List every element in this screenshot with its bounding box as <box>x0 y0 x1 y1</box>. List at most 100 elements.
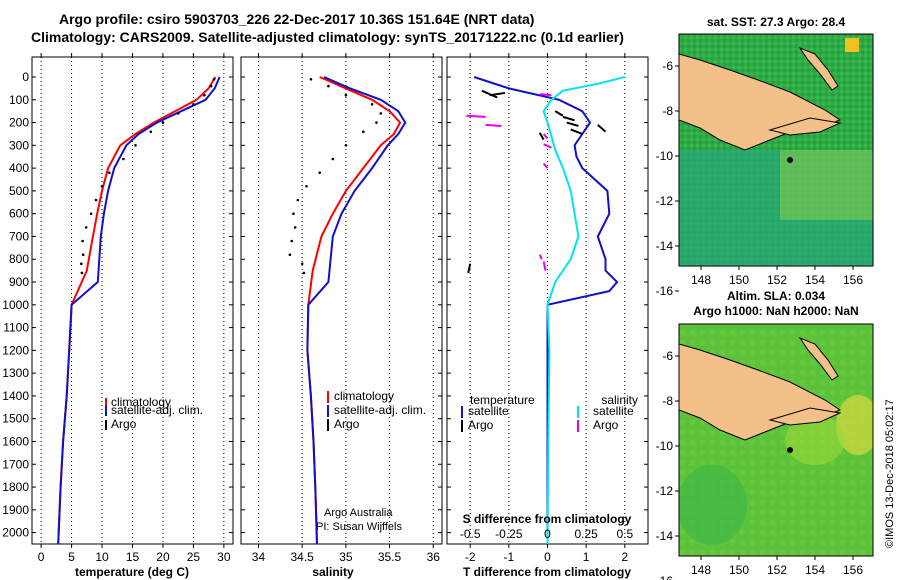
series-satellite-adj-clim- <box>306 76 407 545</box>
sst-map-title: sat. SST: 27.3 Argo: 28.4 <box>707 15 846 29</box>
s-tick-label: 0.25 <box>574 527 598 541</box>
land-new-britain <box>798 336 839 381</box>
map-y-tick-label: -16 <box>656 284 674 298</box>
argo-segment <box>570 128 583 135</box>
argo-segment <box>467 263 472 274</box>
legend-temperature-title: temperature <box>470 393 535 407</box>
legend-argo: Argo <box>334 417 360 431</box>
x-tick-label: 35.5 <box>378 550 402 564</box>
argo-point <box>149 130 153 133</box>
temperature-xlabel: temperature (deg C) <box>75 565 189 579</box>
depth-tick-label: 1800 <box>2 480 29 494</box>
s-tick-label: 0 <box>544 527 551 541</box>
argo-point <box>318 171 322 174</box>
argo-point <box>81 253 85 256</box>
depth-tick-label: 1400 <box>2 389 29 403</box>
argo-point <box>300 262 304 266</box>
argo-position-marker <box>787 157 793 163</box>
series-s-satellite <box>542 76 626 545</box>
depth-tick-label: 1900 <box>2 503 29 517</box>
map-y-tick-label: -8 <box>662 394 673 408</box>
depth-tick-label: 700 <box>9 229 29 243</box>
argo-point <box>84 226 88 229</box>
x-tick-label: -2 <box>465 550 476 564</box>
x-tick-label: -1 <box>504 550 515 564</box>
depth-tick-label: 300 <box>9 138 29 152</box>
figure-title-line2: Climatology: CARS2009. Satellite-adjuste… <box>31 29 624 45</box>
argo-point <box>370 103 374 106</box>
argo-point <box>80 262 83 266</box>
depth-tick-label: 200 <box>9 116 29 130</box>
x-tick-label: 34 <box>252 550 266 564</box>
s-difference-ticks: -0.5 -0.25 0 0.25 0.5 <box>460 527 634 541</box>
depth-tick-label: 0 <box>22 70 29 84</box>
temperature-legend: climatology satellite-adj. clim. Argo <box>105 395 203 431</box>
s-difference-label: S difference from climatology <box>463 512 632 526</box>
x-tick-label: 5 <box>68 550 75 564</box>
depth-tick-label: 800 <box>9 252 29 266</box>
depth-tick-label: 2000 <box>2 526 29 540</box>
map-y-tick-label: -10 <box>656 439 674 453</box>
argo-point <box>344 144 348 147</box>
map-x-tick-label: 156 <box>843 273 863 287</box>
argo-point <box>302 271 306 275</box>
argo-segment <box>597 124 607 133</box>
argo-point <box>375 121 378 124</box>
sst-map-frame <box>678 33 874 267</box>
sla-map-title-line2: Argo h1000: NaN h2000: NaN <box>693 304 858 318</box>
legend-climatology: climatology <box>334 389 394 403</box>
x-tick-label: 0 <box>544 550 551 564</box>
map-x-tick-label: 154 <box>805 563 825 577</box>
sla-map: Altim. SLA: 0.034 Argo h1000: NaN h2000:… <box>656 289 874 580</box>
argo-point <box>292 212 295 215</box>
argo-segment <box>566 121 579 127</box>
salinity-xlabel: salinity <box>312 565 354 579</box>
difference-legend: temperature satellite Argo salinity sate… <box>461 393 638 432</box>
depth-tick-label: 1300 <box>2 366 29 380</box>
argo-segment <box>539 93 552 97</box>
x-tick-label: 1 <box>583 550 590 564</box>
argo-point <box>209 84 213 88</box>
argo-point <box>305 185 308 188</box>
series-climatology <box>57 76 217 545</box>
sla-mid-anomaly <box>785 415 845 465</box>
map-x-tick-label: 152 <box>767 563 787 577</box>
sla-map-frame <box>678 323 874 557</box>
depth-tick-label: 500 <box>9 184 29 198</box>
argo-segment <box>554 110 564 117</box>
argo-point <box>161 121 165 124</box>
map-y-tick-label: -12 <box>656 194 674 208</box>
x-tick-label: 25 <box>187 550 201 564</box>
argo-point <box>327 84 330 88</box>
argo-point <box>176 112 180 115</box>
argo-point <box>362 130 365 133</box>
sst-warm-patch <box>780 150 873 220</box>
depth-tick-label: 1700 <box>2 457 29 471</box>
argo-point <box>81 239 84 243</box>
depth-axis: 0 100 200 300 400 500 600 700 800 900 1000 1100 1200… <box>2 70 29 540</box>
argo-point <box>290 239 294 243</box>
argo-segment <box>562 115 575 122</box>
map-y-tick-label: -10 <box>656 149 674 163</box>
depth-tick-label: 400 <box>9 161 29 175</box>
argo-point <box>203 93 206 97</box>
x-tick-label: 30 <box>217 550 231 564</box>
sla-low-anomaly <box>679 465 747 545</box>
depth-tick-label: 900 <box>9 275 29 289</box>
argo-point <box>296 198 300 202</box>
depth-tick-label: 1100 <box>3 321 29 335</box>
legend-t-argo: Argo <box>468 418 494 432</box>
depth-tick-label: 1600 <box>2 434 29 448</box>
sla-high-anomaly <box>836 395 873 455</box>
annotation-pi: PI: Susan Wijffels <box>316 521 402 533</box>
argo-segment <box>542 261 547 271</box>
argo-segment <box>542 162 549 169</box>
s-tick-label: -0.25 <box>495 527 523 541</box>
x-tick-label: 0 <box>38 550 45 564</box>
argo-point <box>309 78 313 81</box>
x-tick-label: 35 <box>339 550 353 564</box>
x-tick-label: 34.5 <box>290 550 314 564</box>
sst-cool-region <box>679 150 873 266</box>
argo-segment <box>485 123 502 127</box>
map-x-tick-label: 152 <box>767 273 787 287</box>
